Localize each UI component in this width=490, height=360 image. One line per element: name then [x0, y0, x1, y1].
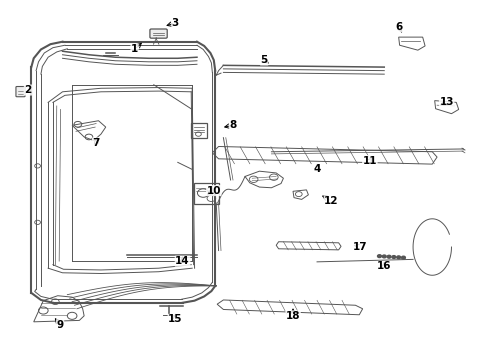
Polygon shape [72, 121, 106, 140]
Text: 17: 17 [353, 242, 368, 252]
Text: 12: 12 [324, 196, 339, 206]
Polygon shape [245, 171, 283, 188]
Text: 2: 2 [24, 85, 31, 95]
Text: 15: 15 [168, 314, 183, 324]
FancyBboxPatch shape [194, 183, 219, 204]
Text: 10: 10 [207, 186, 221, 195]
Text: 5: 5 [261, 55, 268, 65]
Circle shape [397, 256, 401, 259]
Text: 14: 14 [175, 256, 190, 266]
Polygon shape [293, 190, 308, 199]
Text: 1: 1 [131, 45, 138, 54]
Polygon shape [212, 147, 437, 164]
Circle shape [392, 256, 396, 258]
Text: 18: 18 [286, 311, 300, 321]
Text: 7: 7 [93, 138, 100, 148]
Polygon shape [276, 242, 341, 250]
Circle shape [382, 255, 386, 258]
Text: 3: 3 [172, 18, 179, 28]
Polygon shape [217, 300, 363, 315]
FancyBboxPatch shape [16, 86, 25, 97]
Circle shape [387, 255, 391, 258]
Text: 8: 8 [229, 120, 237, 130]
FancyBboxPatch shape [191, 123, 207, 138]
FancyBboxPatch shape [150, 29, 167, 38]
Text: 13: 13 [440, 98, 454, 107]
Text: 9: 9 [56, 320, 64, 330]
Polygon shape [435, 100, 459, 114]
Text: 11: 11 [363, 156, 377, 166]
Text: 6: 6 [395, 22, 402, 32]
Circle shape [401, 256, 405, 259]
Text: 4: 4 [313, 165, 321, 174]
Polygon shape [34, 296, 84, 322]
Text: 16: 16 [377, 261, 392, 271]
Circle shape [377, 255, 381, 257]
Polygon shape [399, 37, 425, 50]
